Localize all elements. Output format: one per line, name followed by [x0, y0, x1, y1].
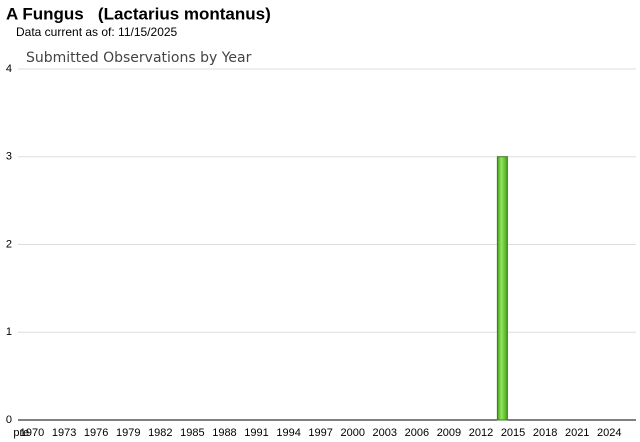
x-tick-label: 1979: [116, 427, 140, 439]
x-tick-label: 1976: [84, 427, 108, 439]
x-tick-label: 2021: [565, 427, 589, 439]
y-tick-label: 4: [6, 63, 12, 75]
x-tick-label: 2009: [437, 427, 461, 439]
x-tick-label: 2006: [405, 427, 429, 439]
y-tick-label: 2: [6, 238, 12, 250]
x-tick-label: 2015: [501, 427, 525, 439]
x-tick-label: 2000: [340, 427, 364, 439]
x-tick-label: 1997: [308, 427, 332, 439]
x-tick-label: 2012: [469, 427, 493, 439]
x-tick-label: 2003: [373, 427, 397, 439]
y-tick-label: 0: [6, 414, 12, 426]
y-tick-label: 3: [6, 151, 12, 163]
chart-title: Submitted Observations by Year: [26, 50, 252, 66]
page-title: A Fungus (Lactarius montanus): [6, 4, 271, 23]
x-tick-label: 1973: [52, 427, 76, 439]
x-tick-label: pre: [13, 427, 29, 439]
x-tick-label: 2018: [533, 427, 557, 439]
x-tick-label: 1988: [212, 427, 236, 439]
x-tick-label: 1991: [244, 427, 268, 439]
x-tick-label: 1994: [276, 427, 300, 439]
bar: [496, 156, 508, 421]
x-tick-label: 1970: [20, 427, 44, 439]
x-tick-label: 2024: [597, 427, 621, 439]
x-tick-label: 1985: [180, 427, 204, 439]
y-tick-label: 1: [6, 326, 12, 338]
page-subtitle: Data current as of: 11/15/2025: [16, 25, 178, 39]
x-tick-label: 1982: [148, 427, 172, 439]
